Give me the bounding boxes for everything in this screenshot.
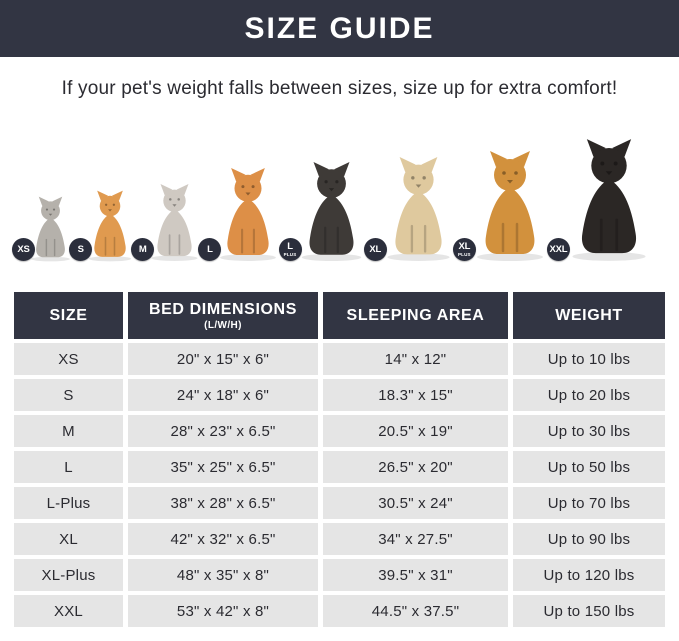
- pet-figure-cat: XS: [12, 196, 77, 262]
- size-guide-banner: SIZE GUIDE: [0, 0, 679, 57]
- cell-weight: Up to 70 lbs: [513, 487, 665, 519]
- size-table-body: XS 20" x 15" x 6" 14" x 12" Up to 10 lbs…: [14, 343, 665, 627]
- cell-bed-dimensions: 28" x 23" x 6.5": [128, 415, 318, 447]
- cell-size: M: [14, 415, 123, 447]
- cell-bed-dimensions: 38" x 28" x 6.5": [128, 487, 318, 519]
- cell-bed-dimensions: 20" x 15" x 6": [128, 343, 318, 375]
- column-label: BED DIMENSIONS: [149, 300, 297, 318]
- column-header-weight: WEIGHT: [513, 292, 665, 339]
- pet-figure-golden-retriever: XL PLUS: [452, 150, 555, 262]
- pet-figure-border-collie: L PLUS: [278, 161, 372, 262]
- cell-sleeping-area: 26.5" x 20": [323, 451, 508, 483]
- cell-size: XL: [14, 523, 123, 555]
- column-label: WEIGHT: [555, 306, 623, 324]
- table-header-row: SIZE BED DIMENSIONS (L/W/H) SLEEPING ARE…: [14, 292, 665, 339]
- column-header-sleeping-area: SLEEPING AREA: [323, 292, 508, 339]
- column-header-bed-dimensions: BED DIMENSIONS (L/W/H): [128, 292, 318, 339]
- cell-sleeping-area: 30.5" x 24": [323, 487, 508, 519]
- subtitle: If your pet's weight falls between sizes…: [61, 78, 618, 99]
- cell-size: L: [14, 451, 123, 483]
- pet-size-badge: XL: [363, 238, 387, 261]
- pet-figure-labrador: XL: [363, 156, 461, 262]
- pet-size-badge-label: XL: [458, 241, 471, 252]
- cell-weight: Up to 120 lbs: [513, 559, 665, 591]
- cell-bed-dimensions: 48" x 35" x 8": [128, 559, 318, 591]
- column-label: SIZE: [49, 306, 88, 324]
- pet-size-badge: L PLUS: [278, 238, 302, 261]
- pet-figure-pomeranian: S: [69, 190, 139, 262]
- cell-sleeping-area: 18.3" x 15": [323, 379, 508, 411]
- table-row: XS 20" x 15" x 6" 14" x 12" Up to 10 lbs: [14, 343, 665, 375]
- pet-size-badge-label: XL: [369, 243, 382, 255]
- pet-size-badge: L: [198, 238, 222, 261]
- pet-size-badge-label: S: [77, 243, 84, 255]
- cell-size: L-Plus: [14, 487, 123, 519]
- pet-figure-doberman: XXL: [546, 138, 659, 262]
- cell-sleeping-area: 39.5" x 31": [323, 559, 508, 591]
- pet-size-row: XS S: [12, 112, 659, 262]
- pet-size-badge-label: M: [138, 243, 147, 255]
- cell-size: S: [14, 379, 123, 411]
- cell-sleeping-area: 34" x 27.5": [323, 523, 508, 555]
- page-title: SIZE GUIDE: [244, 11, 435, 45]
- french-bulldog-silhouette-icon: [151, 184, 198, 261]
- pet-size-badge-label: XS: [17, 243, 30, 255]
- pet-size-badge-sublabel: PLUS: [457, 251, 471, 257]
- cell-size: XL-Plus: [14, 559, 123, 591]
- pet-size-badge: S: [69, 238, 93, 261]
- doberman-silhouette-icon: [572, 139, 646, 261]
- cell-sleeping-area: 14" x 12": [323, 343, 508, 375]
- cell-size: XXL: [14, 595, 123, 627]
- pet-figure-shiba-inu: L: [198, 167, 286, 262]
- border-collie-silhouette-icon: [301, 162, 361, 261]
- cell-weight: Up to 50 lbs: [513, 451, 665, 483]
- size-table: SIZE BED DIMENSIONS (L/W/H) SLEEPING ARE…: [14, 292, 665, 627]
- cell-weight: Up to 30 lbs: [513, 415, 665, 447]
- pet-size-badge-label: XXL: [549, 243, 568, 255]
- column-header-size: SIZE: [14, 292, 123, 339]
- column-sublabel: (L/W/H): [204, 319, 242, 331]
- labrador-silhouette-icon: [387, 157, 450, 261]
- cat-silhouette-icon: [31, 196, 70, 262]
- table-row: L-Plus 38" x 28" x 6.5" 30.5" x 24" Up t…: [14, 487, 665, 519]
- column-label: SLEEPING AREA: [346, 306, 485, 324]
- table-row: L 35" x 25" x 6.5" 26.5" x 20" Up to 50 …: [14, 451, 665, 483]
- table-row: S 24" x 18" x 6" 18.3" x 15" Up to 20 lb…: [14, 379, 665, 411]
- pet-size-badge: XXL: [546, 238, 570, 261]
- table-row: XL-Plus 48" x 35" x 8" 39.5" x 31" Up to…: [14, 559, 665, 591]
- cell-sleeping-area: 44.5" x 37.5": [323, 595, 508, 627]
- pet-size-badge-sublabel: PLUS: [283, 251, 297, 257]
- cell-weight: Up to 10 lbs: [513, 343, 665, 375]
- table-row: M 28" x 23" x 6.5" 20.5" x 19" Up to 30 …: [14, 415, 665, 447]
- pet-size-badge: XS: [12, 238, 35, 261]
- shiba-inu-silhouette-icon: [220, 168, 277, 261]
- cell-bed-dimensions: 53" x 42" x 8": [128, 595, 318, 627]
- golden-retriever-silhouette-icon: [476, 151, 543, 261]
- cell-weight: Up to 150 lbs: [513, 595, 665, 627]
- pet-size-badge: M: [131, 238, 155, 261]
- pet-size-badge-label: L: [207, 243, 213, 255]
- cell-weight: Up to 90 lbs: [513, 523, 665, 555]
- pet-size-badge: XL PLUS: [452, 238, 476, 261]
- cell-bed-dimensions: 42" x 32" x 6.5": [128, 523, 318, 555]
- cell-bed-dimensions: 35" x 25" x 6.5": [128, 451, 318, 483]
- table-row: XL 42" x 32" x 6.5" 34" x 27.5" Up to 90…: [14, 523, 665, 555]
- cell-sleeping-area: 20.5" x 19": [323, 415, 508, 447]
- cell-weight: Up to 20 lbs: [513, 379, 665, 411]
- table-row: XXL 53" x 42" x 8" 44.5" x 37.5" Up to 1…: [14, 595, 665, 627]
- cell-size: XS: [14, 343, 123, 375]
- pomeranian-silhouette-icon: [88, 190, 132, 262]
- pet-size-badge-label: L: [287, 241, 293, 252]
- cell-bed-dimensions: 24" x 18" x 6": [128, 379, 318, 411]
- pet-figure-french-bulldog: M: [131, 183, 206, 262]
